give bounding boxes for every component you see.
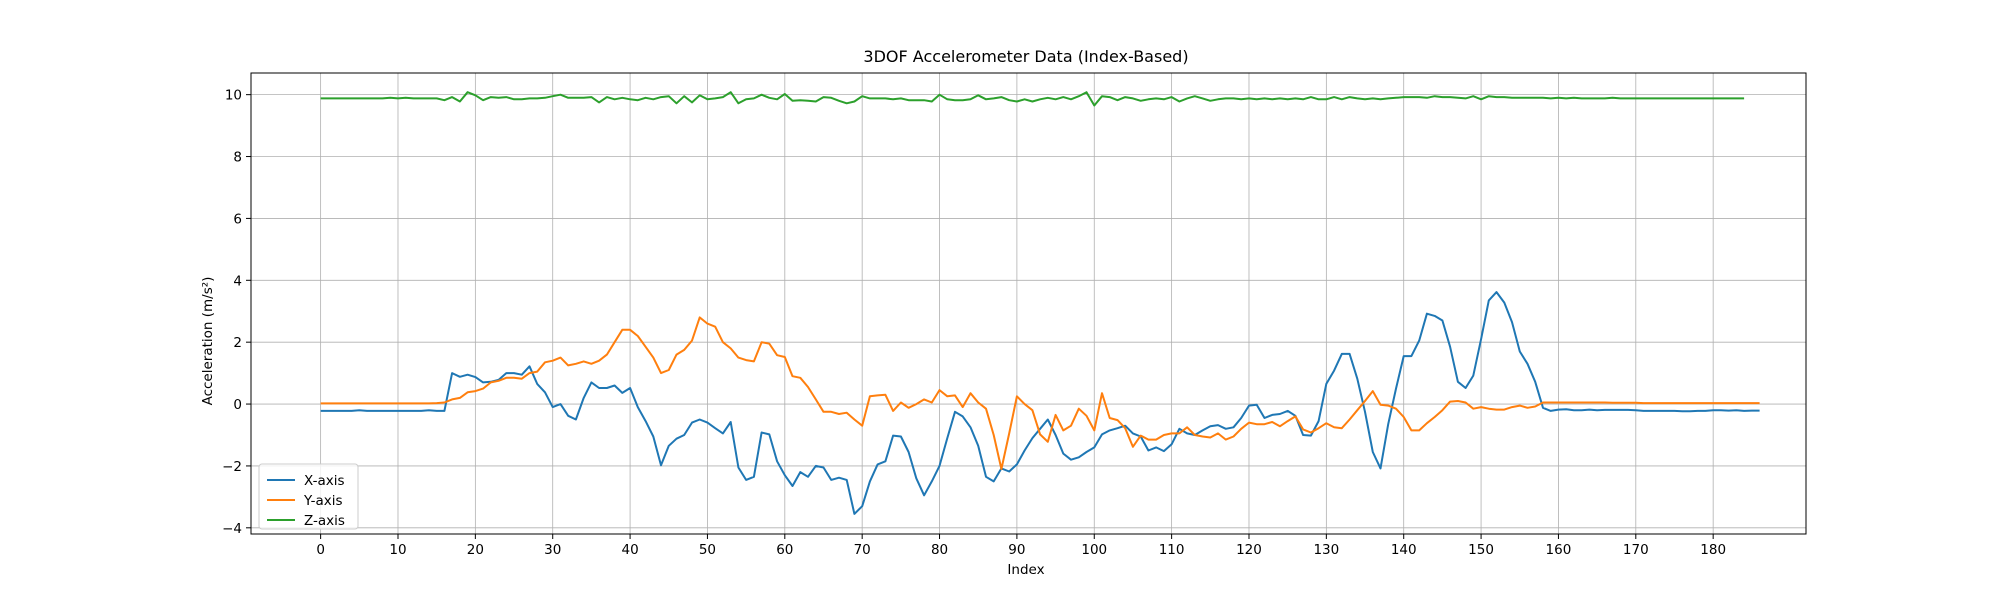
y-tick-label: 2 (233, 335, 242, 351)
x-tick-label: 80 (931, 542, 948, 558)
grid-lines (251, 73, 1806, 534)
x-tick-label: 10 (389, 542, 406, 558)
y-tick-label: 8 (233, 150, 242, 166)
x-tick-label: 150 (1468, 542, 1494, 558)
y-tick-label: −2 (222, 459, 242, 475)
legend-label: Y-axis (303, 493, 343, 509)
y-tick-label: 6 (233, 211, 242, 227)
x-axis-ticks: 0 10 20 30 40 50 60 70 80 90 100 110 120 130 140 150 160… (316, 534, 1726, 558)
y-tick-label: −4 (222, 521, 242, 537)
legend: X-axis Y-axis Z-axis (258, 463, 359, 530)
series-lines (320, 91, 1760, 515)
x-tick-label: 110 (1159, 542, 1185, 558)
x-tick-label: 130 (1313, 542, 1339, 558)
x-tick-label: 160 (1546, 542, 1572, 558)
x-tick-label: 60 (776, 542, 793, 558)
x-tick-label: 140 (1391, 542, 1417, 558)
plot-frame (250, 72, 1807, 535)
y-tick-label: 10 (225, 88, 242, 104)
x-tick-label: 170 (1623, 542, 1649, 558)
legend-label: X-axis (304, 473, 345, 489)
series-line-z-axis (320, 91, 1745, 107)
series-line-y-axis (320, 316, 1760, 470)
x-tick-label: 40 (621, 542, 638, 558)
chart-title: 3DOF Accelerometer Data (Index-Based) (863, 47, 1188, 66)
legend-label: Z-axis (304, 513, 345, 529)
y-axis-label: Acceleration (m/s²) (200, 277, 216, 406)
x-tick-label: 120 (1236, 542, 1262, 558)
y-tick-label: 4 (233, 273, 242, 289)
x-tick-label: 0 (316, 542, 325, 558)
series-line-x-axis (320, 291, 1760, 515)
x-tick-label: 70 (854, 542, 871, 558)
x-tick-label: 100 (1081, 542, 1107, 558)
y-axis-ticks: −4 −2 0 2 4 6 8 10 (222, 88, 251, 537)
x-axis-label: Index (1007, 562, 1044, 578)
x-tick-label: 90 (1008, 542, 1025, 558)
x-tick-label: 180 (1700, 542, 1726, 558)
x-tick-label: 50 (699, 542, 716, 558)
y-tick-label: 0 (233, 397, 242, 413)
x-tick-label: 20 (467, 542, 484, 558)
x-tick-label: 30 (544, 542, 561, 558)
